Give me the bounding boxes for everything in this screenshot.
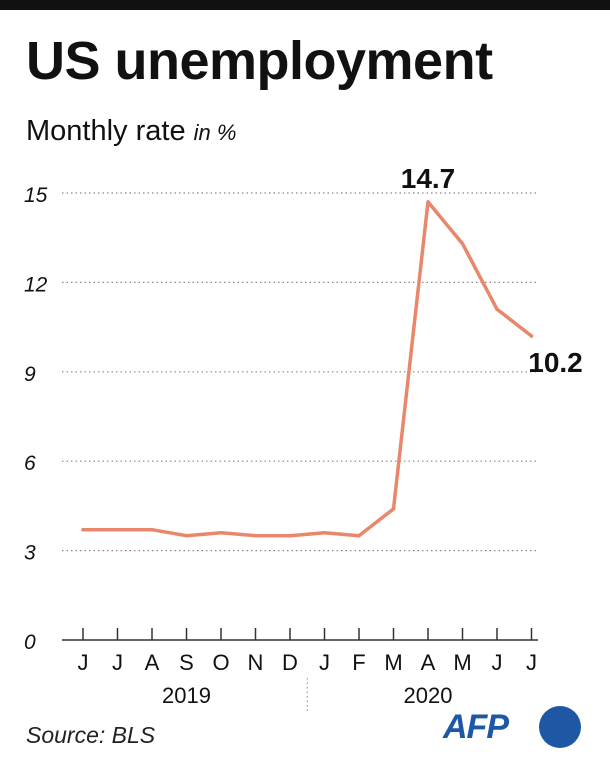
source-note: Source: BLS xyxy=(26,722,156,748)
x-tick-label: J xyxy=(492,650,503,675)
data-point xyxy=(81,527,85,532)
chart-title: US unemployment xyxy=(26,31,493,91)
x-tick-label: J xyxy=(526,650,537,675)
x-tick-label: J xyxy=(78,650,89,675)
data-point xyxy=(357,533,361,538)
y-tick-label: 15 xyxy=(24,184,48,207)
x-tick-label: F xyxy=(352,650,365,675)
year-label: 2020 xyxy=(404,683,453,708)
x-tick-label: J xyxy=(112,650,123,675)
data-point xyxy=(184,533,189,538)
subtitle-unit: in % xyxy=(193,120,237,145)
x-tick-label: D xyxy=(282,650,298,675)
y-tick-label: 3 xyxy=(24,542,36,565)
x-tick-label: M xyxy=(384,650,402,675)
data-point xyxy=(495,307,499,311)
data-point xyxy=(426,200,430,204)
data-point xyxy=(288,533,292,538)
peak-annotation: 14.7 xyxy=(401,163,456,194)
y-tick-label: 6 xyxy=(24,452,36,475)
x-tick-label: J xyxy=(319,650,330,675)
data-point xyxy=(150,527,154,532)
data-point xyxy=(391,507,396,511)
afp-logo-dot xyxy=(539,706,581,748)
data-point xyxy=(529,334,534,338)
x-tick-label: O xyxy=(212,650,229,675)
y-tick-label: 12 xyxy=(24,273,48,296)
series-line xyxy=(81,200,534,538)
data-point xyxy=(219,530,223,535)
year-label: 2019 xyxy=(162,683,211,708)
top-rule xyxy=(0,0,610,10)
y-tick-label: 0 xyxy=(24,631,36,654)
x-tick-label: S xyxy=(179,650,194,675)
afp-logo: AFP xyxy=(443,704,583,752)
x-tick-label: N xyxy=(248,650,264,675)
x-tick-label: A xyxy=(421,650,436,675)
data-point xyxy=(253,533,258,538)
data-point xyxy=(460,241,465,246)
latest-annotation: 10.2 xyxy=(528,347,583,378)
data-point xyxy=(322,530,327,535)
chart-subtitle: Monthly rate in % xyxy=(26,115,236,148)
afp-logo-text: AFP xyxy=(443,708,509,746)
x-tick-label: M xyxy=(453,650,471,675)
subtitle-text: Monthly rate xyxy=(26,115,186,147)
y-tick-label: 9 xyxy=(24,363,36,386)
data-point xyxy=(115,527,120,532)
x-tick-label: A xyxy=(145,650,160,675)
